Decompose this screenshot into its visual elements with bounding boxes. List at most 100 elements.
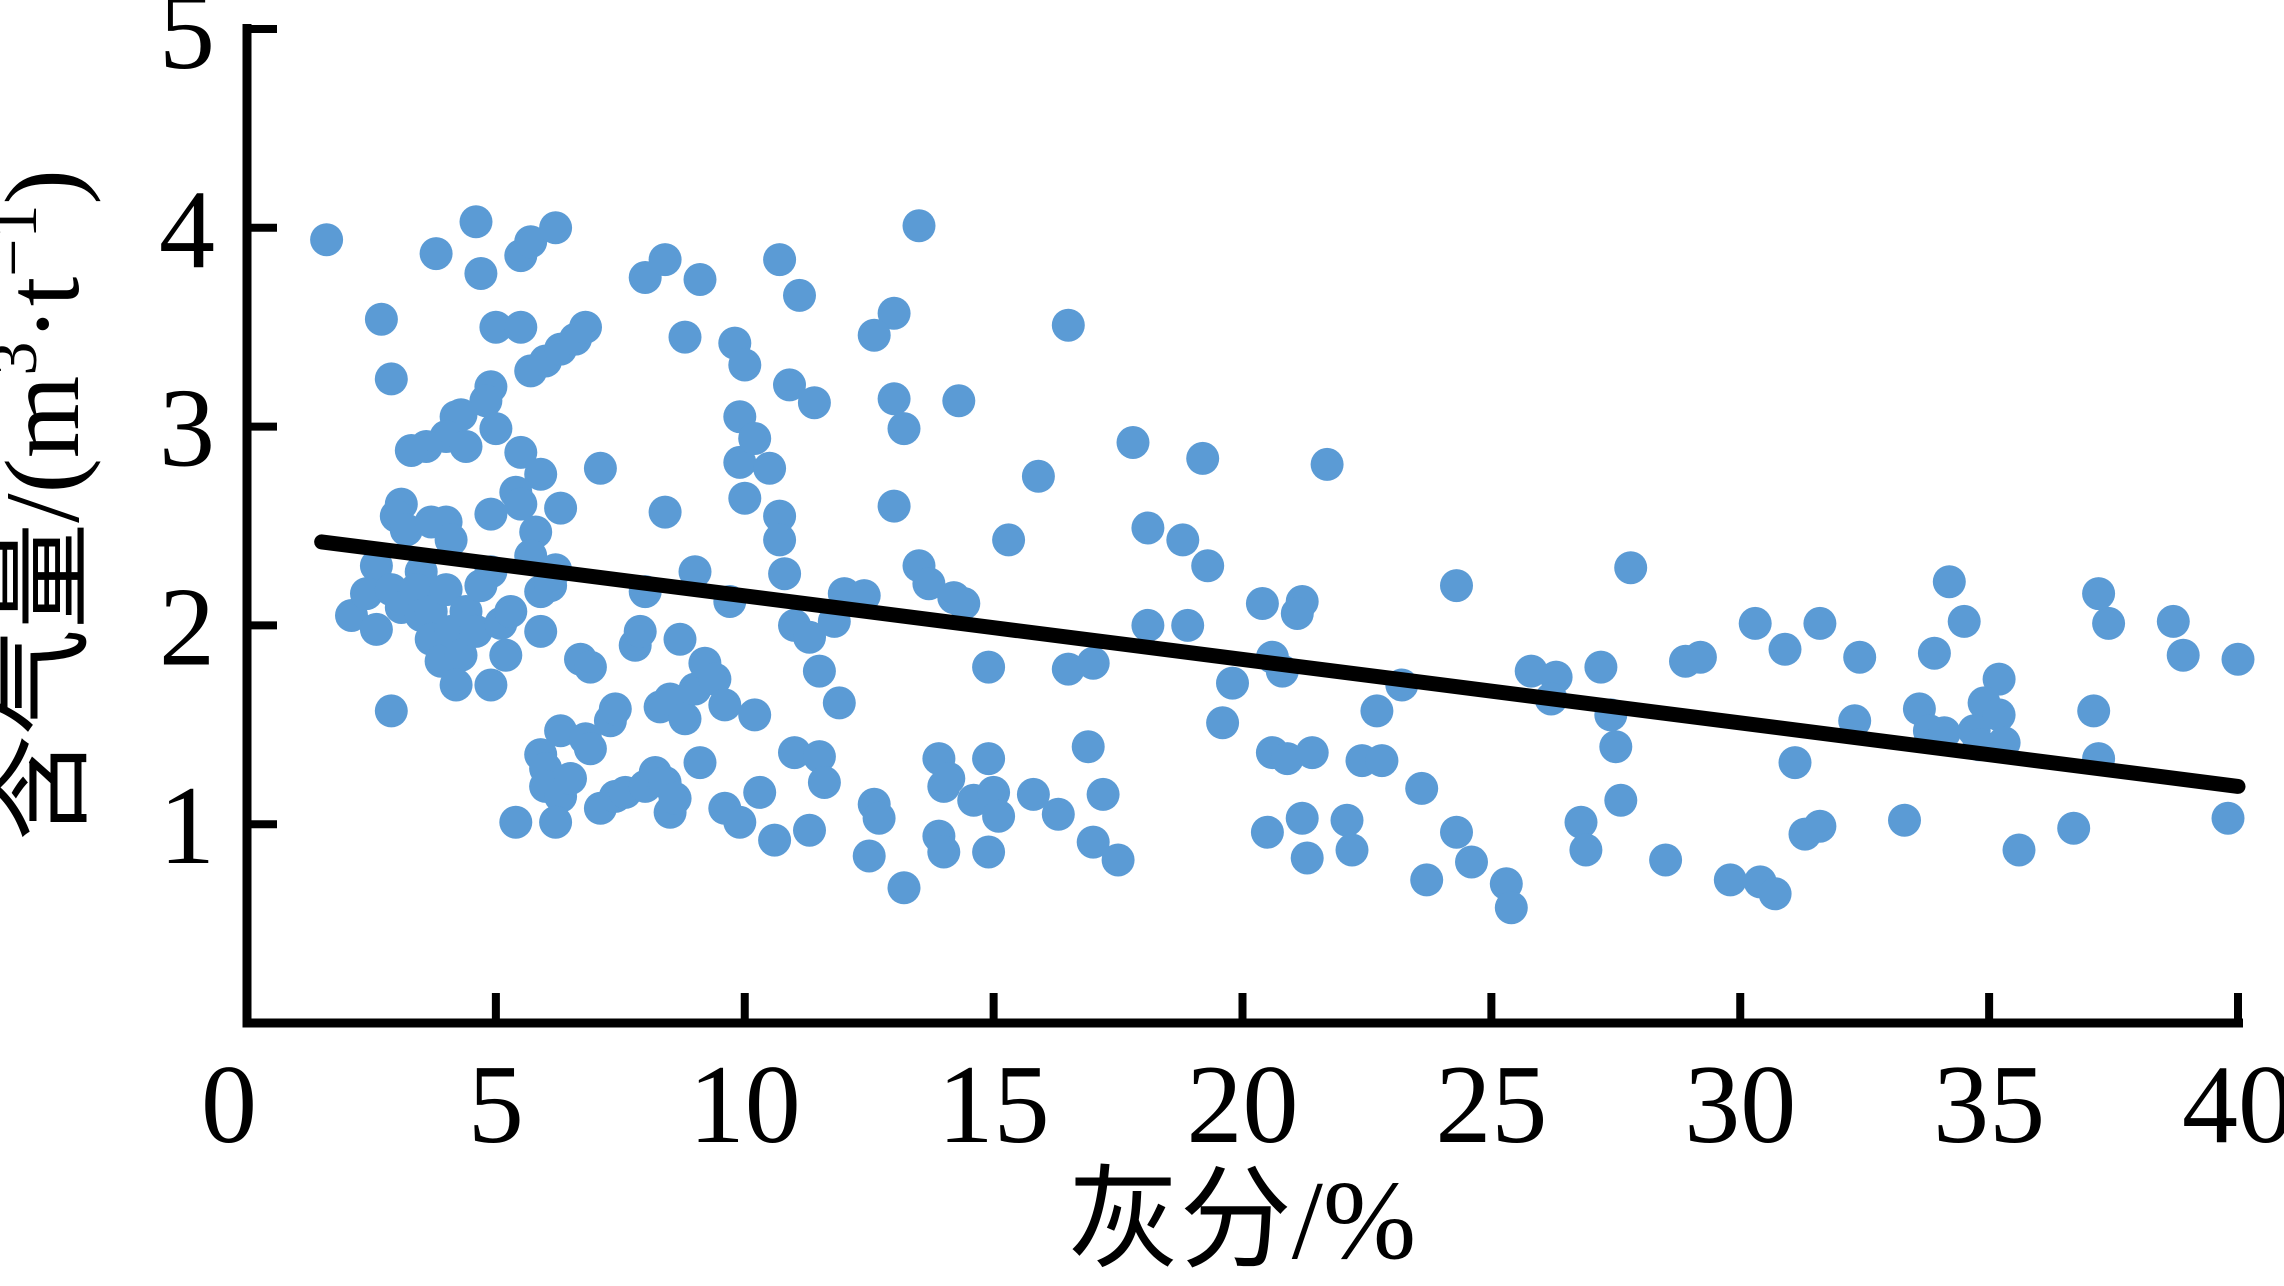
data-point: [499, 805, 533, 839]
data-point: [1803, 809, 1837, 843]
data-point: [683, 263, 717, 296]
data-point: [648, 495, 682, 529]
data-point: [474, 668, 508, 702]
data-point: [1455, 845, 1488, 879]
x-tick-label: 35: [1933, 1043, 2045, 1167]
data-point: [1186, 441, 1220, 475]
y-tick-label: 1: [159, 764, 215, 888]
data-point: [374, 362, 408, 396]
data-point: [1021, 459, 1055, 493]
data-point: [887, 871, 921, 905]
data-point: [1803, 606, 1837, 640]
data-point: [434, 523, 468, 557]
data-point: [773, 368, 806, 402]
data-point: [394, 434, 428, 467]
data-point: [2002, 833, 2036, 867]
data-point: [524, 614, 558, 648]
data-point: [658, 781, 692, 815]
data-point: [807, 766, 841, 799]
data-point: [1888, 803, 1921, 837]
data-point: [1330, 803, 1364, 837]
x-tick-label: 25: [1435, 1043, 1547, 1167]
data-point: [992, 523, 1026, 557]
data-point: [947, 587, 981, 620]
data-point: [2082, 577, 2116, 611]
data-point: [364, 302, 398, 336]
y-axis-ticks: 1 2 3 4 5: [159, 0, 277, 888]
data-point: [359, 549, 393, 583]
data-point: [1843, 640, 1877, 674]
data-point: [1071, 730, 1105, 764]
data-point: [668, 320, 702, 354]
data-point: [802, 654, 836, 688]
data-point: [1310, 447, 1344, 481]
data-point: [1216, 666, 1249, 700]
data-point: [1932, 565, 1966, 599]
data-point: [539, 805, 573, 839]
data-point: [793, 620, 826, 654]
data-point: [1041, 797, 1075, 831]
data-point: [1191, 549, 1225, 583]
data-point: [778, 736, 811, 770]
data-point: [648, 243, 682, 277]
y-axis-label: 含气量/(m3·t−1): [0, 169, 101, 841]
data-point: [668, 702, 702, 736]
data-point: [1360, 694, 1394, 728]
data-point: [2156, 604, 2190, 638]
data-point: [902, 209, 936, 243]
data-point: [877, 382, 911, 416]
data-point: [1270, 742, 1304, 776]
data-point: [1982, 698, 2016, 732]
data-point: [822, 686, 856, 720]
data-point: [2057, 811, 2091, 845]
data-point: [738, 422, 772, 455]
data-point: [1569, 833, 1603, 867]
data-point: [1051, 308, 1085, 342]
data-point: [474, 497, 508, 531]
data-point: [374, 694, 408, 728]
data-point: [1101, 843, 1135, 877]
data-point: [1982, 662, 2016, 696]
data-point: [1917, 636, 1951, 670]
y-tick-label: 3: [159, 367, 215, 491]
data-point: [678, 555, 712, 589]
data-point: [1335, 833, 1369, 867]
data-point: [569, 310, 602, 344]
data-point: [758, 823, 792, 857]
data-point: [2092, 606, 2126, 640]
data-point: [1131, 608, 1165, 642]
data-point: [887, 412, 921, 446]
data-point: [459, 205, 493, 239]
data-point: [1599, 730, 1633, 764]
data-point: [464, 569, 498, 603]
data-point: [429, 573, 463, 607]
data-point: [504, 487, 538, 521]
data-point: [743, 775, 777, 809]
data-point: [1614, 551, 1648, 585]
data-point: [972, 835, 1006, 869]
data-point: [524, 457, 558, 491]
data-point: [479, 310, 513, 344]
data-point: [1076, 646, 1110, 680]
data-point: [1206, 706, 1240, 740]
data-point: [1683, 640, 1717, 674]
data-point: [1016, 777, 1050, 811]
data-point: [793, 813, 826, 847]
data-point: [1365, 744, 1399, 778]
data-point: [459, 614, 493, 648]
data-point: [932, 762, 966, 795]
data-point: [728, 481, 762, 515]
data-point: [359, 612, 393, 646]
data-point: [852, 839, 886, 873]
data-point: [1778, 746, 1812, 780]
data-point: [310, 223, 344, 257]
data-point: [1584, 650, 1618, 684]
data-point: [479, 412, 513, 446]
data-point: [2211, 801, 2245, 835]
data-point: [2077, 694, 2111, 728]
data-point: [857, 318, 891, 352]
data-point: [1514, 654, 1548, 688]
data-point: [728, 348, 762, 382]
data-point: [763, 523, 797, 557]
